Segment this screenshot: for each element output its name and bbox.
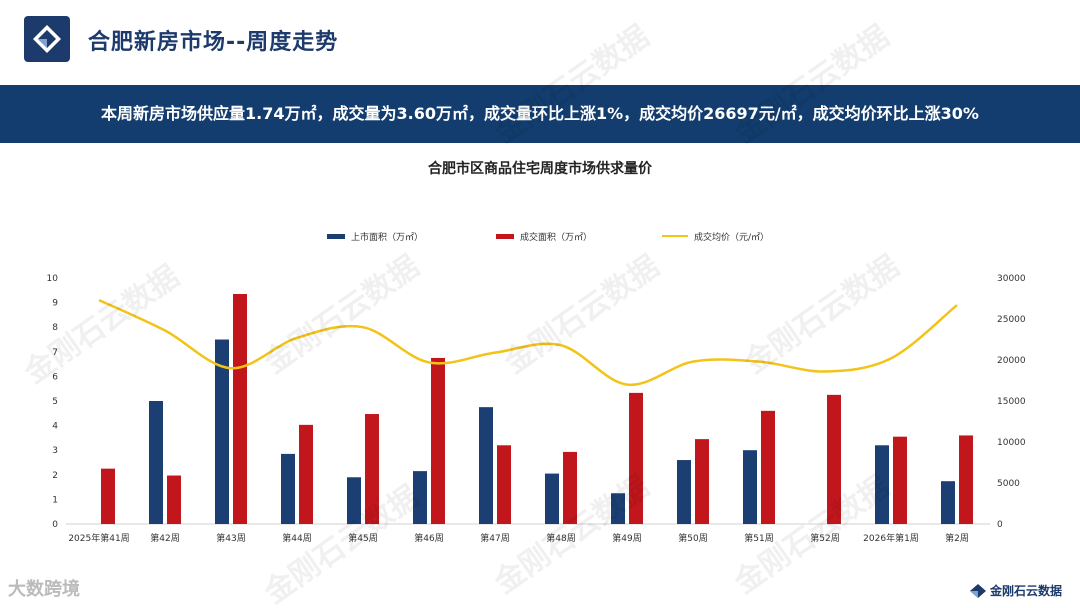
bar-supply bbox=[743, 450, 757, 524]
price-line-series bbox=[98, 299, 958, 386]
bar-supply bbox=[545, 473, 559, 524]
x-tick-label: 第46周 bbox=[414, 532, 443, 544]
y-axis-right: 0 5000 10000 15000 20000 25000 30000 bbox=[997, 274, 1026, 530]
company-logo bbox=[24, 16, 70, 62]
y-right-tick-label: 20000 bbox=[997, 356, 1026, 366]
footer-brand-right: 金刚石云数据 bbox=[970, 582, 1062, 599]
price-line-path bbox=[98, 299, 958, 386]
legend-label-deal: 成交面积（万㎡） bbox=[520, 232, 593, 243]
x-axis-ticks: 2025年第41周 第42周 第43周 第44周 第45周 第46周 第47周 第48周 第49… bbox=[68, 532, 969, 544]
x-tick-label: 第51周 bbox=[744, 532, 773, 544]
legend-item-supply: 上市面积（万㎡） bbox=[327, 229, 423, 243]
bar-deal bbox=[695, 439, 709, 524]
x-tick-label: 第2周 bbox=[945, 532, 969, 544]
bar-deal bbox=[167, 475, 181, 524]
page-title: 合肥新房市场--周度走势 bbox=[88, 30, 339, 55]
y-right-tick-label: 25000 bbox=[997, 315, 1026, 325]
bar-deal bbox=[431, 357, 445, 524]
x-tick-label: 第47周 bbox=[480, 532, 509, 544]
bar-series bbox=[101, 293, 973, 524]
legend-item-price: 成交均价（元/㎡） bbox=[662, 229, 769, 243]
y-left-tick-label: 7 bbox=[52, 348, 58, 358]
diamond-logo-icon bbox=[33, 25, 61, 53]
y-left-tick-label: 2 bbox=[52, 471, 58, 481]
diamond-logo-icon bbox=[970, 583, 986, 598]
y-left-tick-label: 1 bbox=[52, 495, 58, 505]
bar-deal bbox=[497, 445, 511, 524]
x-tick-label: 第49周 bbox=[612, 532, 641, 544]
y-axis-left: 0 1 2 3 4 5 6 7 8 9 10 bbox=[47, 274, 59, 530]
y-left-tick-label: 9 bbox=[52, 299, 58, 309]
bar-deal bbox=[563, 451, 577, 524]
bar-deal bbox=[761, 410, 775, 524]
x-tick-label: 第43周 bbox=[216, 532, 245, 544]
x-tick-label: 第52周 bbox=[810, 532, 839, 544]
bar-supply bbox=[941, 481, 955, 524]
x-tick-label: 第48周 bbox=[546, 532, 575, 544]
bar-deal bbox=[101, 468, 115, 524]
y-left-tick-label: 10 bbox=[47, 274, 59, 284]
y-right-tick-label: 0 bbox=[997, 520, 1003, 530]
y-left-tick-label: 0 bbox=[52, 520, 58, 530]
chart-title: 合肥市区商品住宅周度市场供求量价 bbox=[428, 161, 652, 177]
bar-deal bbox=[959, 435, 973, 524]
bar-supply bbox=[347, 477, 361, 524]
legend-swatch-supply bbox=[327, 233, 345, 239]
bar-supply bbox=[281, 453, 295, 524]
bar-deal bbox=[629, 392, 643, 524]
y-right-tick-label: 5000 bbox=[997, 479, 1020, 489]
bar-deal bbox=[827, 394, 841, 524]
legend-item-deal: 成交面积（万㎡） bbox=[496, 229, 592, 243]
footer-brand-right-label: 金刚石云数据 bbox=[990, 584, 1063, 598]
x-tick-label: 第42周 bbox=[150, 532, 179, 544]
bar-deal bbox=[299, 424, 313, 524]
legend-label-supply: 上市面积（万㎡） bbox=[351, 232, 424, 243]
bar-supply bbox=[479, 407, 493, 524]
bar-supply bbox=[149, 401, 163, 524]
y-left-tick-label: 8 bbox=[52, 323, 58, 333]
bar-supply bbox=[611, 493, 625, 524]
x-tick-label: 2025年第41周 bbox=[68, 532, 129, 544]
bar-supply bbox=[215, 339, 229, 524]
legend-swatch-deal bbox=[496, 233, 514, 239]
summary-text: 本周新房市场供应量1.74万㎡，成交量为3.60万㎡，成交量环比上涨1%，成交均… bbox=[101, 104, 979, 123]
y-left-tick-label: 4 bbox=[52, 422, 58, 432]
x-tick-label: 第45周 bbox=[348, 532, 377, 544]
bar-supply bbox=[875, 445, 889, 524]
legend-label-price: 成交均价（元/㎡） bbox=[694, 232, 770, 243]
bar-supply bbox=[677, 460, 691, 524]
bar-deal bbox=[365, 414, 379, 524]
bar-deal bbox=[893, 436, 907, 524]
footer-brand-left: 大数跨境 bbox=[8, 579, 80, 600]
y-right-tick-label: 10000 bbox=[997, 438, 1026, 448]
y-right-tick-label: 30000 bbox=[997, 274, 1026, 284]
y-right-tick-label: 15000 bbox=[997, 397, 1026, 407]
y-left-tick-label: 3 bbox=[52, 446, 58, 456]
x-tick-label: 第50周 bbox=[678, 532, 707, 544]
y-left-tick-label: 5 bbox=[52, 397, 58, 407]
x-tick-label: 第44周 bbox=[282, 532, 311, 544]
bar-deal bbox=[233, 293, 247, 524]
summary-banner: 本周新房市场供应量1.74万㎡，成交量为3.60万㎡，成交量环比上涨1%，成交均… bbox=[0, 85, 1080, 143]
y-left-tick-label: 6 bbox=[52, 372, 58, 382]
legend-swatch-price bbox=[662, 235, 688, 237]
x-tick-label: 2026年第1周 bbox=[863, 532, 919, 544]
bar-supply bbox=[413, 471, 427, 524]
